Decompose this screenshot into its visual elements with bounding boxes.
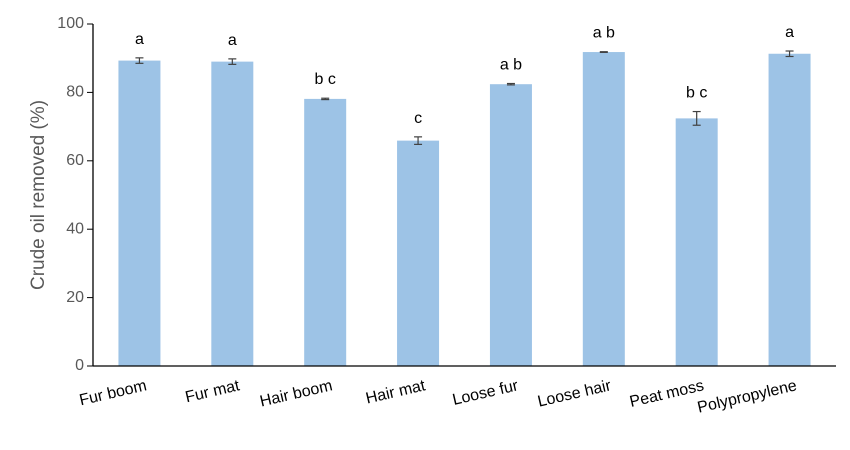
bar <box>118 60 161 367</box>
significance-letter: a <box>785 24 794 41</box>
category-label: Hair mat <box>364 377 427 407</box>
bar <box>582 52 625 366</box>
category-label: Fur boom <box>78 377 149 409</box>
category-label: Fur mat <box>184 377 242 406</box>
y-tick-label: 80 <box>66 84 84 101</box>
bars <box>118 52 811 367</box>
category-labels: Fur boom Fur mat Hair boom Hair mat Loose fu… <box>78 377 799 417</box>
category-label: Loose fur <box>451 377 520 409</box>
y-tick-label: 20 <box>66 289 84 306</box>
error-bars <box>135 50 794 145</box>
significance-letter: a b <box>593 25 615 42</box>
category-label: Hair boom <box>258 377 334 410</box>
significance-labels: a a b c c a b a b b c a <box>135 24 794 127</box>
y-tick-label: 40 <box>66 220 84 237</box>
bar <box>489 84 532 366</box>
significance-letter: b c <box>315 71 336 88</box>
y-tick-label: 60 <box>66 152 84 169</box>
significance-letter: a <box>228 32 237 49</box>
axes <box>92 24 836 367</box>
bar <box>768 53 811 367</box>
bar <box>304 98 347 366</box>
category-label: Polypropylene <box>696 377 799 416</box>
bar <box>211 61 254 367</box>
significance-letter: a <box>135 31 144 48</box>
bar <box>675 118 718 366</box>
significance-letter: a b <box>500 57 522 74</box>
significance-letter: b c <box>686 85 707 102</box>
bar <box>397 140 440 366</box>
category-label: Peat moss <box>628 377 705 411</box>
y-axis-title: Crude oil removed (%) <box>28 100 49 290</box>
y-tick-label: 0 <box>75 357 84 374</box>
y-tick-label: 100 <box>57 15 84 32</box>
category-label: Loose hair <box>536 377 613 411</box>
y-axis-ticks: 0 20 40 60 80 100 <box>57 15 93 374</box>
significance-letter: c <box>414 110 422 127</box>
